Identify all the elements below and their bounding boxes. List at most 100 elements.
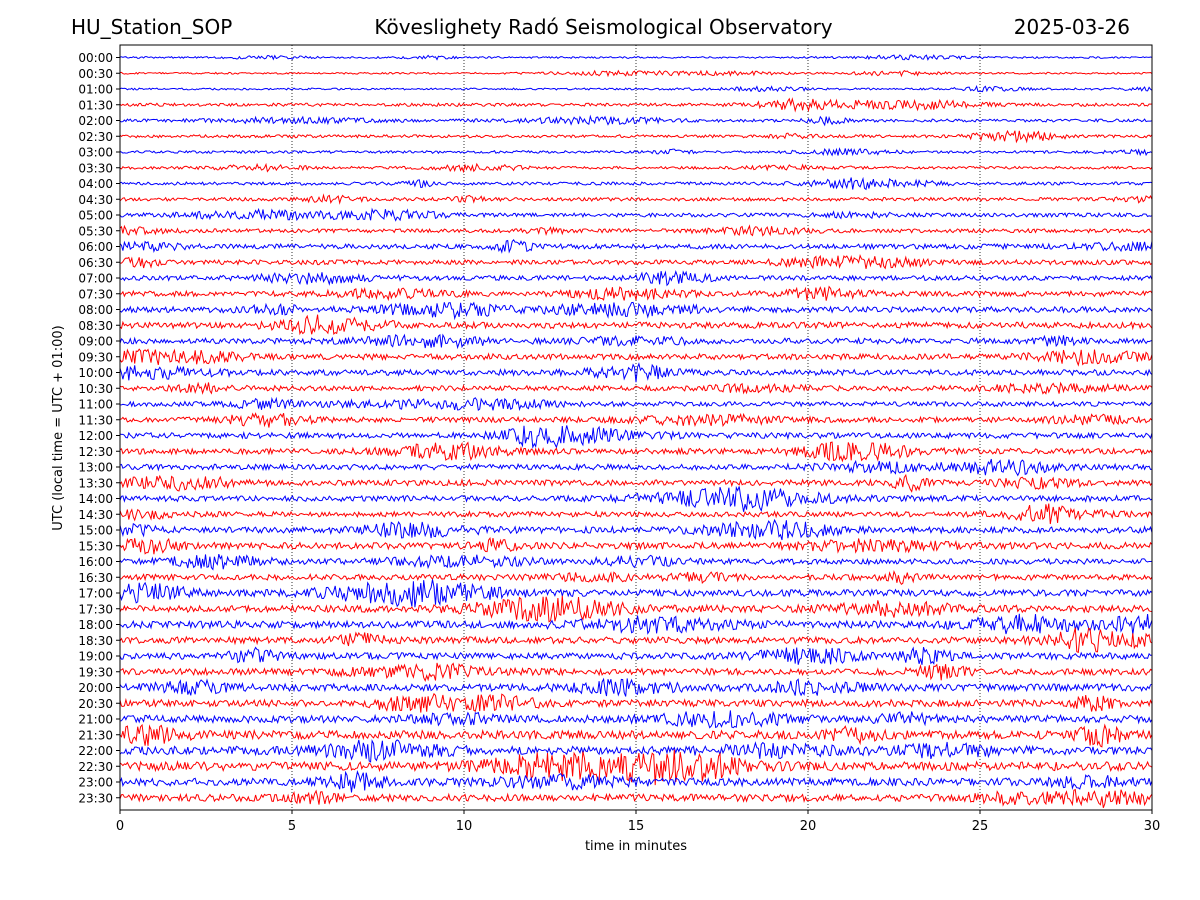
trace-1630	[119, 569, 1153, 586]
y-tick-label: 01:00	[78, 83, 113, 97]
trace-1730	[119, 595, 1153, 623]
y-tick-label: 16:00	[78, 555, 113, 569]
trace-1800	[119, 613, 1153, 635]
y-tick-label: 13:00	[78, 461, 113, 475]
x-tick-label: 30	[1144, 819, 1161, 834]
trace-1330	[119, 473, 1153, 493]
y-tick-label: 08:30	[78, 319, 113, 333]
trace-0630	[119, 253, 1153, 270]
trace-1900	[119, 646, 1153, 665]
trace-1000	[119, 362, 1153, 383]
trace-1130	[119, 412, 1153, 428]
trace-2000	[119, 677, 1153, 697]
x-axis-label: time in minutes	[585, 839, 687, 854]
y-tick-label: 16:30	[78, 571, 113, 585]
y-tick-label: 07:30	[78, 287, 113, 301]
trace-2130	[119, 723, 1153, 748]
trace-2030	[119, 692, 1153, 713]
trace-1030	[119, 381, 1153, 395]
trace-0800	[119, 301, 1153, 321]
station-name: HU_Station_SOP	[71, 15, 233, 39]
trace-1700	[119, 579, 1153, 608]
observatory-title: Köveslighety Radó Seismological Observat…	[374, 15, 833, 39]
seismogram-traces	[119, 54, 1153, 809]
trace-0430	[119, 193, 1153, 205]
y-tick-label: 21:30	[78, 728, 113, 742]
y-tick-label: 23:00	[78, 776, 113, 790]
y-tick-label: 02:30	[78, 130, 113, 144]
y-tick-label: 05:00	[78, 209, 113, 223]
y-tick-label: 02:00	[78, 114, 113, 128]
trace-0600	[119, 239, 1153, 254]
y-tick-label: 18:00	[78, 618, 113, 632]
y-tick-label: 04:30	[78, 193, 113, 207]
x-tick-label: 25	[972, 819, 989, 834]
trace-0830	[119, 314, 1153, 336]
trace-1530	[119, 536, 1153, 555]
y-tick-label: 14:00	[78, 492, 113, 506]
y-tick-label: 00:30	[78, 67, 113, 81]
x-tick-label: 0	[116, 819, 124, 834]
trace-0030	[119, 69, 1153, 78]
trace-0500	[119, 207, 1153, 222]
record-date: 2025-03-26	[1013, 15, 1130, 39]
trace-1300	[119, 458, 1153, 477]
y-tick-label: 04:00	[78, 177, 113, 191]
y-tick-label: 06:00	[78, 240, 113, 254]
y-tick-label: 09:00	[78, 335, 113, 349]
y-tick-label: 19:00	[78, 650, 113, 664]
trace-1200	[119, 425, 1153, 450]
y-tick-label: 00:00	[78, 51, 113, 65]
trace-0730	[119, 285, 1153, 302]
y-tick-label: 19:30	[78, 665, 113, 679]
y-tick-label: 15:00	[78, 524, 113, 538]
trace-0700	[119, 269, 1153, 287]
y-tick-label: 09:30	[78, 350, 113, 364]
y-tick-label: 20:00	[78, 681, 113, 695]
trace-0530	[119, 224, 1153, 237]
trace-1930	[119, 662, 1153, 682]
trace-0400	[119, 176, 1153, 191]
y-axis-label: UTC (local time = UTC + 01:00)	[51, 325, 66, 530]
trace-0000	[119, 54, 1153, 61]
trace-0230	[119, 129, 1153, 144]
trace-0330	[119, 162, 1153, 174]
x-tick-label: 5	[288, 819, 296, 834]
trace-1500	[119, 518, 1153, 541]
trace-2200	[119, 739, 1153, 763]
trace-2300	[119, 770, 1153, 793]
y-tick-label: 20:30	[78, 697, 113, 711]
y-tick-label: 08:00	[78, 303, 113, 317]
y-tick-label: 14:30	[78, 508, 113, 522]
trace-1600	[119, 553, 1153, 571]
y-tick-label: 23:30	[78, 791, 113, 805]
y-tick-label: 10:30	[78, 382, 113, 396]
y-tick-label: 12:00	[78, 429, 113, 443]
y-tick-label: 13:30	[78, 476, 113, 490]
trace-0300	[119, 147, 1153, 157]
trace-0930	[119, 348, 1153, 367]
y-tick-label: 11:00	[78, 398, 113, 412]
trace-1430	[119, 503, 1153, 525]
x-axis-ticks: 0 5 10 15 20 25 30	[116, 810, 1160, 834]
y-tick-label: 12:30	[78, 445, 113, 459]
y-tick-label: 10:00	[78, 366, 113, 380]
trace-2330	[119, 788, 1153, 809]
y-tick-label: 01:30	[78, 98, 113, 112]
y-tick-label: 11:30	[78, 413, 113, 427]
y-tick-label: 06:30	[78, 256, 113, 270]
grid-lines	[291, 45, 981, 810]
trace-1830	[119, 627, 1153, 654]
x-tick-label: 10	[456, 819, 473, 834]
y-tick-label: 22:30	[78, 760, 113, 774]
trace-0100	[119, 85, 1153, 93]
y-tick-label: 21:00	[78, 713, 113, 727]
y-tick-label: 03:00	[78, 146, 113, 160]
y-tick-label: 07:00	[78, 272, 113, 286]
trace-0200	[119, 114, 1153, 127]
trace-0130	[119, 97, 1153, 113]
x-tick-label: 20	[800, 819, 817, 834]
trace-1400	[119, 485, 1153, 512]
